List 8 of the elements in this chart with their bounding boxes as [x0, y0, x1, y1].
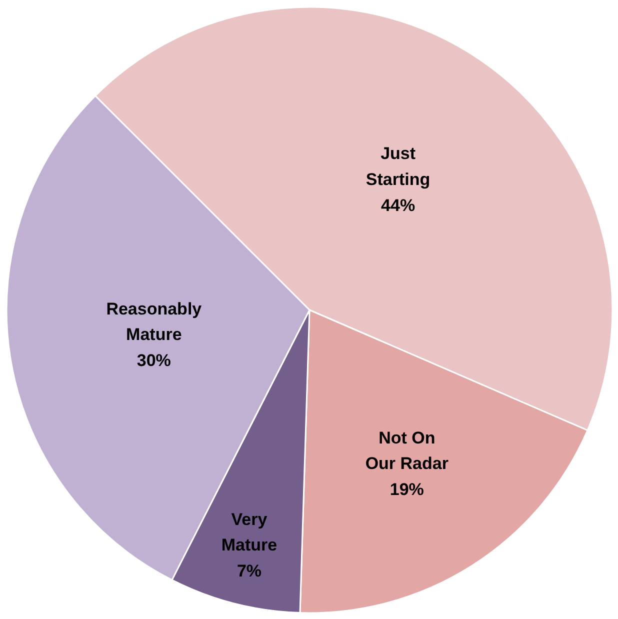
data-label: 44%: [381, 196, 416, 215]
slice-label: Not On Our Radar: [365, 428, 449, 474]
slice-label: Reasonably Mature: [106, 299, 202, 344]
data-label: 30%: [136, 350, 171, 370]
data-label: 19%: [390, 480, 424, 500]
data-label: 7%: [236, 561, 262, 580]
slice-label: Just Starting: [366, 144, 430, 189]
slice-label: Very Mature: [221, 510, 278, 555]
